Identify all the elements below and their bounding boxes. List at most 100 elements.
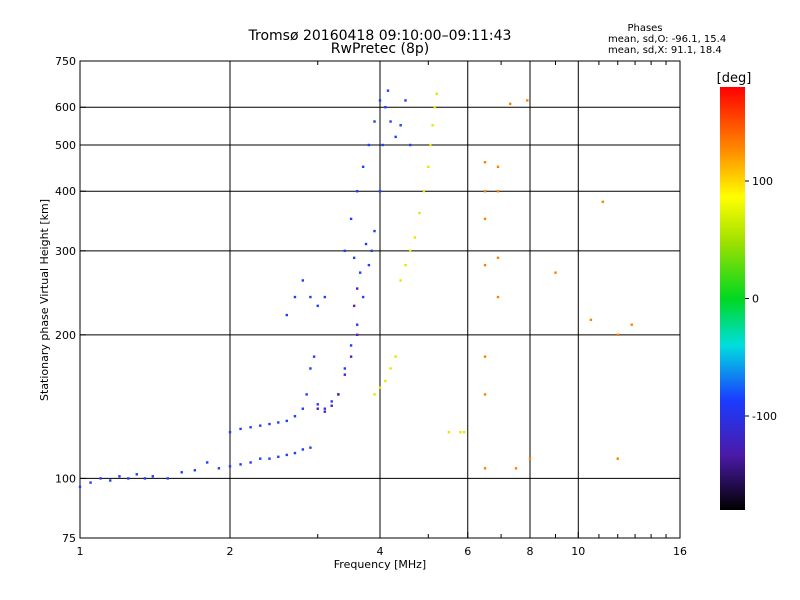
- x-tick-label: 10: [571, 545, 585, 558]
- data-point: [373, 229, 376, 233]
- data-point: [293, 451, 297, 455]
- phases-x-stats: mean, sd,X: 91.1, 18.4: [608, 45, 722, 56]
- data-point: [459, 430, 462, 434]
- data-point: [496, 165, 500, 169]
- data-point: [309, 295, 312, 299]
- phases-header: Phases: [627, 23, 662, 34]
- data-point: [361, 165, 365, 169]
- data-point: [589, 318, 593, 322]
- data-point: [483, 190, 487, 193]
- data-point: [429, 143, 432, 147]
- colorbar-tick-label: 100: [752, 175, 773, 188]
- colorbar-label: [deg]: [717, 71, 752, 86]
- data-point: [378, 99, 382, 102]
- data-point: [343, 249, 347, 253]
- data-point: [268, 457, 271, 460]
- data-point: [349, 217, 353, 221]
- x-tick-label: 16: [673, 545, 687, 558]
- data-point: [301, 448, 305, 451]
- data-point: [378, 386, 382, 389]
- data-point: [496, 256, 500, 260]
- y-axis-label: Stationary phase Virtual Height [km]: [38, 199, 51, 401]
- data-point: [496, 190, 500, 193]
- data-point: [427, 165, 430, 169]
- y-tick-label: 200: [55, 329, 76, 342]
- data-point: [78, 485, 82, 489]
- data-point: [433, 106, 436, 109]
- data-point: [373, 120, 376, 123]
- data-point: [355, 190, 359, 193]
- y-tick-label: 75: [62, 532, 76, 545]
- data-point: [364, 242, 368, 246]
- data-point: [109, 479, 112, 482]
- data-point: [337, 393, 340, 396]
- x-tick-label: 2: [227, 545, 234, 558]
- y-tick-label: 100: [55, 472, 76, 485]
- chart-title: Tromsø 20160418 09:10:00–09:11:43: [248, 28, 512, 44]
- data-point: [259, 457, 262, 460]
- data-point: [323, 407, 327, 410]
- data-point: [554, 271, 557, 274]
- data-point: [435, 92, 438, 96]
- data-point: [418, 211, 421, 215]
- data-point: [99, 477, 102, 480]
- data-point: [355, 333, 359, 337]
- y-tick-label: 600: [55, 101, 76, 114]
- data-point: [409, 143, 412, 147]
- x-tick-label: 8: [527, 545, 534, 558]
- data-point: [127, 477, 130, 480]
- data-point: [277, 421, 280, 424]
- data-point: [349, 355, 353, 358]
- data-point: [180, 471, 183, 474]
- data-point: [217, 467, 221, 470]
- phases-o-stats: mean, sd,O: -96.1, 15.4: [608, 34, 726, 45]
- data-point: [309, 367, 312, 370]
- data-point: [508, 102, 512, 106]
- data-point: [293, 295, 297, 299]
- data-point: [343, 367, 347, 370]
- data-point: [349, 344, 353, 347]
- data-point: [616, 457, 619, 460]
- data-point: [239, 427, 242, 431]
- colorbar-tick-label: -100: [752, 410, 777, 423]
- x-tick-label: 4: [377, 545, 384, 558]
- data-point: [249, 426, 252, 429]
- data-point: [616, 333, 619, 337]
- data-point: [526, 99, 529, 102]
- data-point: [483, 355, 487, 358]
- data-point: [151, 475, 155, 478]
- data-point: [370, 249, 373, 253]
- data-point: [601, 200, 605, 204]
- data-point: [301, 279, 305, 282]
- data-point: [386, 89, 390, 92]
- data-point: [630, 323, 633, 326]
- x-tick-label: 1: [77, 545, 84, 558]
- data-point: [483, 467, 487, 470]
- data-point: [193, 469, 197, 472]
- y-tick-label: 500: [55, 139, 76, 152]
- y-tick-label: 400: [55, 185, 76, 198]
- data-point: [413, 236, 417, 239]
- data-point: [384, 106, 387, 109]
- axis-ticks: 1 2 4 6 8 10 16 75 100 200 300 400 500 600 750: [55, 55, 687, 558]
- data-point: [259, 424, 262, 427]
- colorbar-ticks: 100 0 -100: [745, 175, 777, 423]
- data-point: [367, 143, 371, 147]
- x-axis-label: Frequency [MHz]: [334, 558, 426, 571]
- data-point: [343, 373, 347, 376]
- chart-subtitle: RwPretec (8p): [331, 41, 429, 57]
- data-point: [409, 249, 412, 253]
- data-point: [166, 477, 169, 480]
- data-point: [277, 455, 280, 458]
- data-point: [431, 124, 434, 127]
- x-tick-label: 6: [464, 545, 471, 558]
- colorbar-tick-label: 0: [752, 293, 759, 306]
- y-tick-label: 300: [55, 245, 76, 258]
- data-point: [483, 263, 487, 267]
- data-point: [528, 457, 532, 460]
- data-point: [330, 400, 333, 403]
- data-point: [462, 430, 466, 434]
- data-point: [205, 461, 209, 464]
- y-tick-label: 750: [55, 55, 76, 68]
- data-point: [422, 190, 426, 193]
